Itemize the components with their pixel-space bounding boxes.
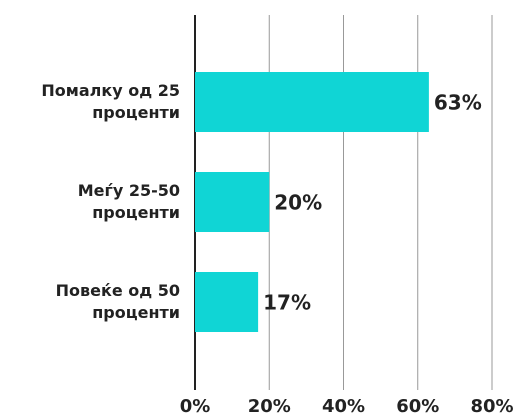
bar: [195, 272, 259, 332]
x-tick-label: 20%: [248, 396, 291, 417]
bar: [195, 172, 270, 232]
category-label: Меѓу 25-50 проценти: [77, 181, 180, 222]
x-tick-label: 0%: [180, 396, 211, 417]
value-label: 17%: [263, 291, 311, 315]
category-label: Повеќе од 50 проценти: [55, 281, 180, 322]
x-tick-label: 60%: [396, 396, 439, 417]
x-tick-label: 40%: [322, 396, 365, 417]
bar: [195, 72, 429, 132]
value-label: 63%: [434, 91, 482, 115]
x-tick-label: 80%: [470, 396, 513, 417]
value-label: 20%: [274, 191, 322, 215]
category-label: Помалку од 25 проценти: [41, 81, 180, 122]
